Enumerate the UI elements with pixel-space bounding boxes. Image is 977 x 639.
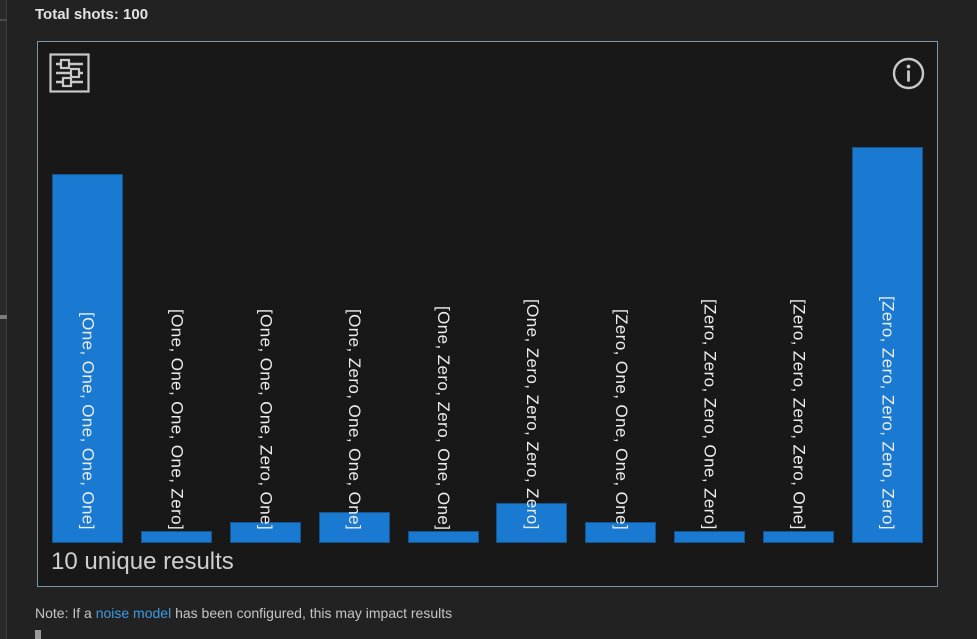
bar-label: [Zero, Zero, Zero, Zero, Zero] xyxy=(878,295,898,530)
total-shots-title: Total shots: 100 xyxy=(35,6,149,23)
histogram-bar[interactable] xyxy=(407,531,479,543)
histogram-column: [Zero, One, One, One, One] xyxy=(585,42,657,543)
histogram-column: [Zero, Zero, Zero, Zero, Zero] xyxy=(851,42,923,543)
histogram-column: [One, Zero, Zero, One, One] xyxy=(407,42,479,543)
bar-label: [Zero, One, One, One, One] xyxy=(611,308,631,530)
histogram-column: [Zero, Zero, Zero, Zero, One] xyxy=(763,42,834,543)
noise-model-link[interactable]: noise model xyxy=(95,605,172,621)
histogram-column: [One, Zero, One, One, One] xyxy=(318,42,390,543)
info-button[interactable] xyxy=(892,57,925,90)
histogram-column: [One, Zero, Zero, Zero, Zero] xyxy=(496,42,568,543)
histogram-column: [One, One, One, Zero, One] xyxy=(229,42,301,543)
sliders-icon xyxy=(49,53,90,93)
bar-label: [One, One, One, Zero, One] xyxy=(256,308,276,530)
histogram-bar[interactable] xyxy=(140,531,212,543)
note-suffix: has been configured, this may impact res… xyxy=(171,605,453,621)
histogram-column: [One, One, One, One, Zero] xyxy=(140,42,212,543)
histogram-column: [Zero, Zero, Zero, One, Zero] xyxy=(674,42,746,543)
histogram-bar[interactable] xyxy=(851,147,923,543)
bar-label: [Zero, Zero, Zero, Zero, One] xyxy=(789,299,809,530)
info-icon xyxy=(892,57,925,90)
editor-left-rail xyxy=(0,0,7,639)
histogram-bar[interactable] xyxy=(496,503,568,543)
rail-tick xyxy=(0,19,7,21)
histogram-bar[interactable] xyxy=(52,174,123,543)
note-text: Note: If a noise model has been configur… xyxy=(35,605,452,621)
unique-results-caption: 10 unique results xyxy=(51,548,234,575)
histogram-bar[interactable] xyxy=(763,531,834,543)
bar-label: [One, One, One, One, One] xyxy=(78,312,98,530)
bar-label: [One, One, One, One, Zero] xyxy=(167,308,187,530)
bar-label: [One, Zero, Zero, One, One] xyxy=(434,305,453,530)
histogram-column: [One, One, One, One, One] xyxy=(52,42,123,543)
note-prefix: Note: If a xyxy=(35,605,96,621)
scrollbar-corner xyxy=(35,630,41,639)
histogram-bar[interactable] xyxy=(585,522,657,543)
histogram-bar[interactable] xyxy=(674,531,746,543)
histogram-bar[interactable] xyxy=(229,522,301,543)
rail-tick xyxy=(0,315,7,319)
bar-label: [Zero, Zero, Zero, One, Zero] xyxy=(700,299,720,530)
histogram-bar[interactable] xyxy=(318,512,390,543)
histogram: [One, One, One, One, One] [One, One, One,… xyxy=(38,42,937,543)
results-panel: [One, One, One, One, One] [One, One, One,… xyxy=(37,41,938,587)
bar-label: [One, Zero, Zero, Zero, Zero] xyxy=(522,299,542,530)
settings-button[interactable] xyxy=(49,53,90,93)
bar-label: [One, Zero, One, One, One] xyxy=(345,308,365,530)
